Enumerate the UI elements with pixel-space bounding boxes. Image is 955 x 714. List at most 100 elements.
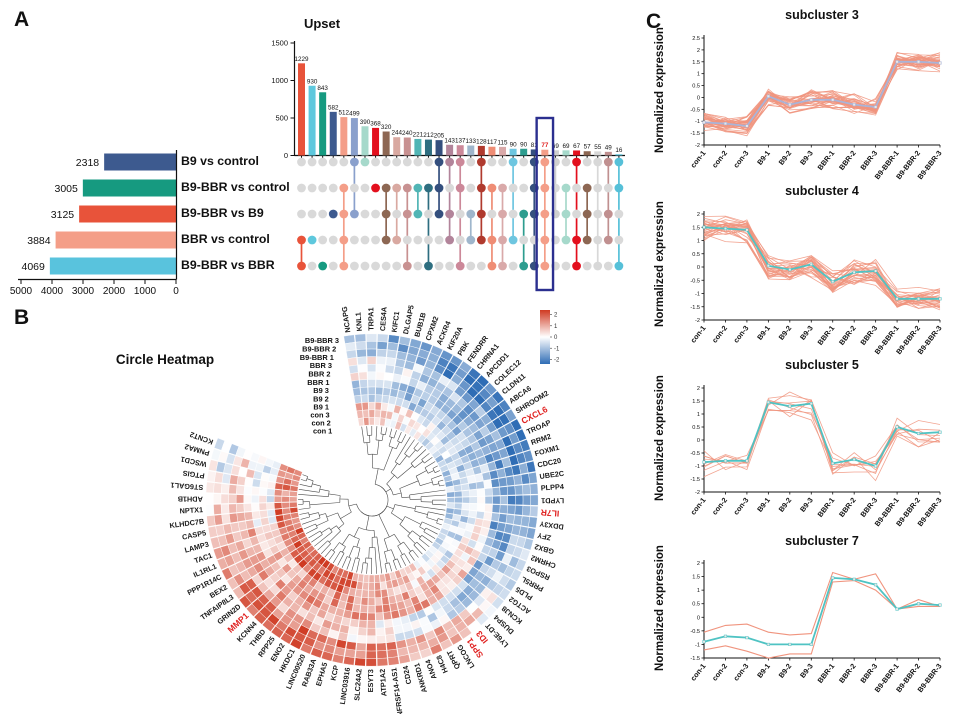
svg-text:512: 512	[339, 110, 350, 117]
heatmap-cell	[528, 471, 538, 484]
heatmap-cell	[431, 449, 442, 459]
heatmap-cell	[424, 441, 435, 451]
matrix-dot-inactive	[603, 261, 613, 271]
heatmap-cell	[367, 379, 376, 388]
svg-text:B9-3: B9-3	[798, 662, 815, 680]
matrix-dot-active	[540, 209, 550, 219]
svg-text:-1: -1	[695, 119, 700, 125]
matrix-dot-inactive	[392, 157, 402, 167]
circle-heatmap-title: Circle Heatmap	[115, 352, 215, 367]
heatmap-cell	[439, 527, 449, 536]
matrix-dot-inactive	[307, 157, 317, 167]
member-line	[703, 60, 941, 132]
heatmap-cell	[417, 556, 427, 567]
set-label-b9bbr-vs-control: B9-BBR vs control	[181, 180, 290, 194]
svg-text:-2: -2	[695, 143, 700, 149]
matrix-dot-active	[424, 183, 433, 193]
intersection-bar	[382, 131, 390, 156]
heatmap-cell	[380, 588, 389, 598]
heatmap-cell	[375, 612, 384, 621]
matrix-dot-inactive	[593, 235, 603, 245]
matrix-dot-active	[360, 157, 370, 167]
heatmap-cell	[412, 430, 422, 441]
heatmap-cell	[360, 386, 369, 396]
intersection-bar	[551, 150, 559, 156]
svg-text:B9-BBR 2: B9-BBR 2	[302, 344, 336, 353]
heatmap-cell	[498, 477, 508, 487]
matrix-dot-active	[402, 261, 412, 271]
heatmap-cell	[229, 512, 239, 524]
member-line	[703, 220, 941, 303]
svg-text:KIFC1: KIFC1	[390, 311, 402, 333]
intersection-bar	[499, 146, 507, 156]
svg-text:con-3: con-3	[731, 324, 750, 345]
heatmap-cell	[484, 487, 493, 497]
heatmap-cell	[366, 356, 377, 365]
matrix-dot-active	[498, 261, 507, 271]
heatmap-cell	[460, 483, 470, 491]
heatmap-cell	[492, 495, 501, 505]
matrix-dot-inactive	[297, 183, 306, 193]
heatmap-cell	[529, 483, 539, 495]
intersection-bar	[350, 118, 358, 156]
heatmap-cell	[244, 477, 254, 487]
heatmap-cell	[236, 485, 245, 495]
intersection-bar	[435, 140, 443, 156]
heatmap-cell	[281, 489, 291, 497]
member-line	[703, 400, 941, 474]
set-size-bar	[82, 179, 176, 197]
heatmap-cell	[460, 509, 470, 517]
heatmap-cell	[299, 536, 310, 545]
heatmap-cell	[362, 409, 369, 419]
heatmap-cell	[274, 489, 283, 497]
heatmap-cell	[499, 504, 508, 514]
svg-text:90: 90	[520, 141, 528, 148]
member-line	[703, 219, 941, 292]
heatmap-cell	[357, 364, 368, 373]
heatmap-cell	[368, 394, 376, 403]
heatmap-cell	[344, 342, 356, 352]
heatmap-cell	[514, 484, 524, 496]
matrix-dot-inactive	[318, 209, 328, 219]
subcluster-7-title: subcluster 7	[785, 534, 859, 548]
heatmap-cell	[213, 504, 222, 515]
matrix-dot-active	[603, 209, 613, 219]
heatmap-cell	[363, 417, 370, 426]
svg-text:ADH1B: ADH1B	[178, 494, 203, 503]
svg-text:B9-BBR 1: B9-BBR 1	[300, 353, 334, 362]
heatmap-cell	[243, 485, 253, 495]
mean-line	[703, 576, 941, 646]
intersection-bar	[361, 126, 369, 156]
heatmap-cell	[424, 549, 435, 559]
heatmap-cell	[348, 364, 359, 374]
heatmap-cell	[358, 371, 368, 381]
heatmap-cell	[361, 402, 369, 411]
heatmap-cell	[366, 341, 377, 350]
heatmap-cell	[468, 482, 478, 491]
heatmap-cell	[362, 581, 369, 591]
heatmap-cell	[491, 487, 501, 496]
matrix-dot-active	[540, 261, 550, 271]
matrix-dot-active	[487, 261, 497, 271]
svg-text:-0.5: -0.5	[690, 629, 700, 635]
matrix-dot-inactive	[424, 235, 433, 245]
intersection-bar	[520, 148, 528, 156]
intersection-bar	[573, 150, 581, 156]
heatmap-cell	[476, 503, 486, 512]
heatmap-cell	[236, 475, 247, 486]
svg-text:1000: 1000	[134, 286, 157, 297]
heatmap-cell	[399, 567, 408, 578]
matrix-dot-inactive	[360, 261, 370, 271]
intersection-bar	[393, 137, 401, 156]
heatmap-cell	[266, 488, 276, 496]
heatmap-cell	[421, 553, 431, 563]
matrix-dot-inactive	[572, 183, 581, 193]
heatmap-cell	[421, 437, 431, 448]
heatmap-cell	[289, 501, 298, 508]
svg-text:B9-2: B9-2	[777, 324, 794, 342]
heatmap-cell	[412, 559, 422, 570]
svg-text:57: 57	[584, 144, 592, 151]
heatmap-cell	[434, 454, 445, 464]
matrix-dot-inactive	[487, 209, 497, 219]
member-line	[703, 56, 941, 126]
